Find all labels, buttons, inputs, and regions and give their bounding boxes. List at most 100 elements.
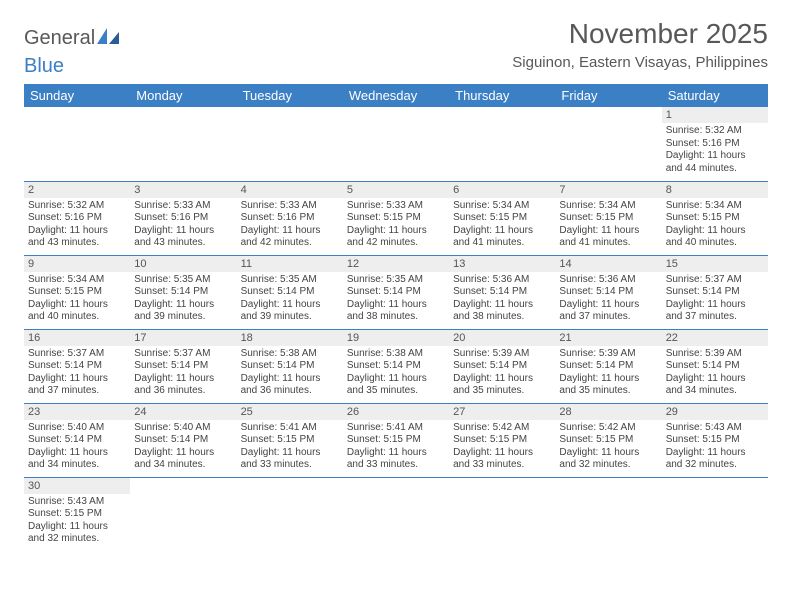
daylight-line: Daylight: 11 hours and 43 minutes. <box>134 225 232 250</box>
page-subtitle: Siguinon, Eastern Visayas, Philippines <box>512 54 768 71</box>
calendar-cell: 4Sunrise: 5:33 AMSunset: 5:16 PMDaylight… <box>237 181 343 255</box>
calendar-cell: 5Sunrise: 5:33 AMSunset: 5:15 PMDaylight… <box>343 181 449 255</box>
sunset-line: Sunset: 5:15 PM <box>28 508 126 521</box>
calendar-cell: 17Sunrise: 5:37 AMSunset: 5:14 PMDayligh… <box>130 329 236 403</box>
calendar-cell: 16Sunrise: 5:37 AMSunset: 5:14 PMDayligh… <box>24 329 130 403</box>
calendar-cell: 21Sunrise: 5:39 AMSunset: 5:14 PMDayligh… <box>555 329 661 403</box>
logo-text: General Blue <box>24 28 121 76</box>
day-number: 2 <box>24 182 130 198</box>
calendar-cell: 29Sunrise: 5:43 AMSunset: 5:15 PMDayligh… <box>662 403 768 477</box>
calendar-cell: 22Sunrise: 5:39 AMSunset: 5:14 PMDayligh… <box>662 329 768 403</box>
sunset-line: Sunset: 5:14 PM <box>241 286 339 299</box>
day-number: 8 <box>662 182 768 198</box>
day-number: 13 <box>449 256 555 272</box>
daylight-line: Daylight: 11 hours and 37 minutes. <box>666 299 764 324</box>
calendar-cell: 3Sunrise: 5:33 AMSunset: 5:16 PMDaylight… <box>130 181 236 255</box>
calendar-cell <box>130 107 236 181</box>
calendar-cell: 30Sunrise: 5:43 AMSunset: 5:15 PMDayligh… <box>24 477 130 551</box>
calendar-cell <box>662 477 768 551</box>
daylight-line: Daylight: 11 hours and 38 minutes. <box>453 299 551 324</box>
sunrise-line: Sunrise: 5:39 AM <box>453 348 551 361</box>
header: GeneralBlue November 2025 Siguinon, East… <box>24 18 768 76</box>
sunrise-line: Sunrise: 5:39 AM <box>666 348 764 361</box>
daylight-line: Daylight: 11 hours and 39 minutes. <box>241 299 339 324</box>
calendar-cell: 13Sunrise: 5:36 AMSunset: 5:14 PMDayligh… <box>449 255 555 329</box>
calendar-cell: 19Sunrise: 5:38 AMSunset: 5:14 PMDayligh… <box>343 329 449 403</box>
sunset-line: Sunset: 5:14 PM <box>559 360 657 373</box>
logo-word2: Blue <box>24 55 64 77</box>
calendar-cell <box>237 477 343 551</box>
daylight-line: Daylight: 11 hours and 32 minutes. <box>28 521 126 546</box>
daylight-line: Daylight: 11 hours and 35 minutes. <box>347 373 445 398</box>
day-number: 20 <box>449 330 555 346</box>
day-number: 11 <box>237 256 343 272</box>
sunset-line: Sunset: 5:14 PM <box>134 286 232 299</box>
calendar-cell: 15Sunrise: 5:37 AMSunset: 5:14 PMDayligh… <box>662 255 768 329</box>
sunset-line: Sunset: 5:15 PM <box>347 212 445 225</box>
daylight-line: Daylight: 11 hours and 44 minutes. <box>666 150 764 175</box>
sunset-line: Sunset: 5:14 PM <box>666 286 764 299</box>
logo-sail-icon <box>97 28 121 48</box>
sunset-line: Sunset: 5:15 PM <box>347 434 445 447</box>
day-number: 22 <box>662 330 768 346</box>
sunset-line: Sunset: 5:14 PM <box>347 360 445 373</box>
weekday-header: Monday <box>130 84 236 107</box>
calendar-cell <box>343 107 449 181</box>
sunset-line: Sunset: 5:16 PM <box>241 212 339 225</box>
sunrise-line: Sunrise: 5:37 AM <box>134 348 232 361</box>
daylight-line: Daylight: 11 hours and 32 minutes. <box>559 447 657 472</box>
calendar-cell <box>449 477 555 551</box>
daylight-line: Daylight: 11 hours and 39 minutes. <box>134 299 232 324</box>
sunrise-line: Sunrise: 5:36 AM <box>559 274 657 287</box>
sunset-line: Sunset: 5:16 PM <box>666 138 764 151</box>
day-number: 14 <box>555 256 661 272</box>
day-number: 25 <box>237 404 343 420</box>
calendar-cell: 10Sunrise: 5:35 AMSunset: 5:14 PMDayligh… <box>130 255 236 329</box>
sunset-line: Sunset: 5:15 PM <box>666 434 764 447</box>
day-number: 1 <box>662 107 768 123</box>
calendar-cell <box>555 477 661 551</box>
calendar-cell <box>449 107 555 181</box>
sunrise-line: Sunrise: 5:42 AM <box>453 422 551 435</box>
calendar-cell: 11 Sunrise: 5:35 AMSunset: 5:14 PMDayligh… <box>237 255 343 329</box>
sunrise-line: Sunrise: 5:43 AM <box>28 496 126 509</box>
sunrise-line: Sunrise: 5:33 AM <box>347 200 445 213</box>
weekday-header: Sunday <box>24 84 130 107</box>
sunset-line: Sunset: 5:16 PM <box>28 212 126 225</box>
day-number: 4 <box>237 182 343 198</box>
calendar-cell: 28Sunrise: 5:42 AMSunset: 5:15 PMDayligh… <box>555 403 661 477</box>
sunset-line: Sunset: 5:14 PM <box>28 360 126 373</box>
calendar-cell: 14Sunrise: 5:36 AMSunset: 5:14 PMDayligh… <box>555 255 661 329</box>
sunrise-line: Sunrise: 5:34 AM <box>28 274 126 287</box>
logo: General Blue <box>24 18 121 76</box>
calendar-cell <box>130 477 236 551</box>
calendar-cell: 24Sunrise: 5:40 AMSunset: 5:14 PMDayligh… <box>130 403 236 477</box>
daylight-line: Daylight: 11 hours and 38 minutes. <box>347 299 445 324</box>
day-number: 18 <box>237 330 343 346</box>
sunset-line: Sunset: 5:14 PM <box>347 286 445 299</box>
sunset-line: Sunset: 5:14 PM <box>666 360 764 373</box>
day-number: 12 <box>343 256 449 272</box>
logo-word1: General <box>24 27 95 49</box>
daylight-line: Daylight: 11 hours and 33 minutes. <box>453 447 551 472</box>
daylight-line: Daylight: 11 hours and 43 minutes. <box>28 225 126 250</box>
daylight-line: Daylight: 11 hours and 35 minutes. <box>559 373 657 398</box>
daylight-line: Daylight: 11 hours and 37 minutes. <box>28 373 126 398</box>
daylight-line: Daylight: 11 hours and 37 minutes. <box>559 299 657 324</box>
daylight-line: Daylight: 11 hours and 36 minutes. <box>134 373 232 398</box>
calendar-table: SundayMondayTuesdayWednesdayThursdayFrid… <box>24 84 768 551</box>
sunrise-line: Sunrise: 5:35 AM <box>241 274 339 287</box>
day-number: 7 <box>555 182 661 198</box>
calendar-cell <box>237 107 343 181</box>
calendar-body: 1Sunrise: 5:32 AMSunset: 5:16 PMDaylight… <box>24 107 768 551</box>
sunrise-line: Sunrise: 5:40 AM <box>134 422 232 435</box>
sunrise-line: Sunrise: 5:35 AM <box>347 274 445 287</box>
sunrise-line: Sunrise: 5:34 AM <box>666 200 764 213</box>
daylight-line: Daylight: 11 hours and 35 minutes. <box>453 373 551 398</box>
day-number: 26 <box>343 404 449 420</box>
day-number: 16 <box>24 330 130 346</box>
sunrise-line: Sunrise: 5:40 AM <box>28 422 126 435</box>
sunset-line: Sunset: 5:15 PM <box>453 212 551 225</box>
calendar-cell: 25Sunrise: 5:41 AMSunset: 5:15 PMDayligh… <box>237 403 343 477</box>
calendar-cell: 23Sunrise: 5:40 AMSunset: 5:14 PMDayligh… <box>24 403 130 477</box>
